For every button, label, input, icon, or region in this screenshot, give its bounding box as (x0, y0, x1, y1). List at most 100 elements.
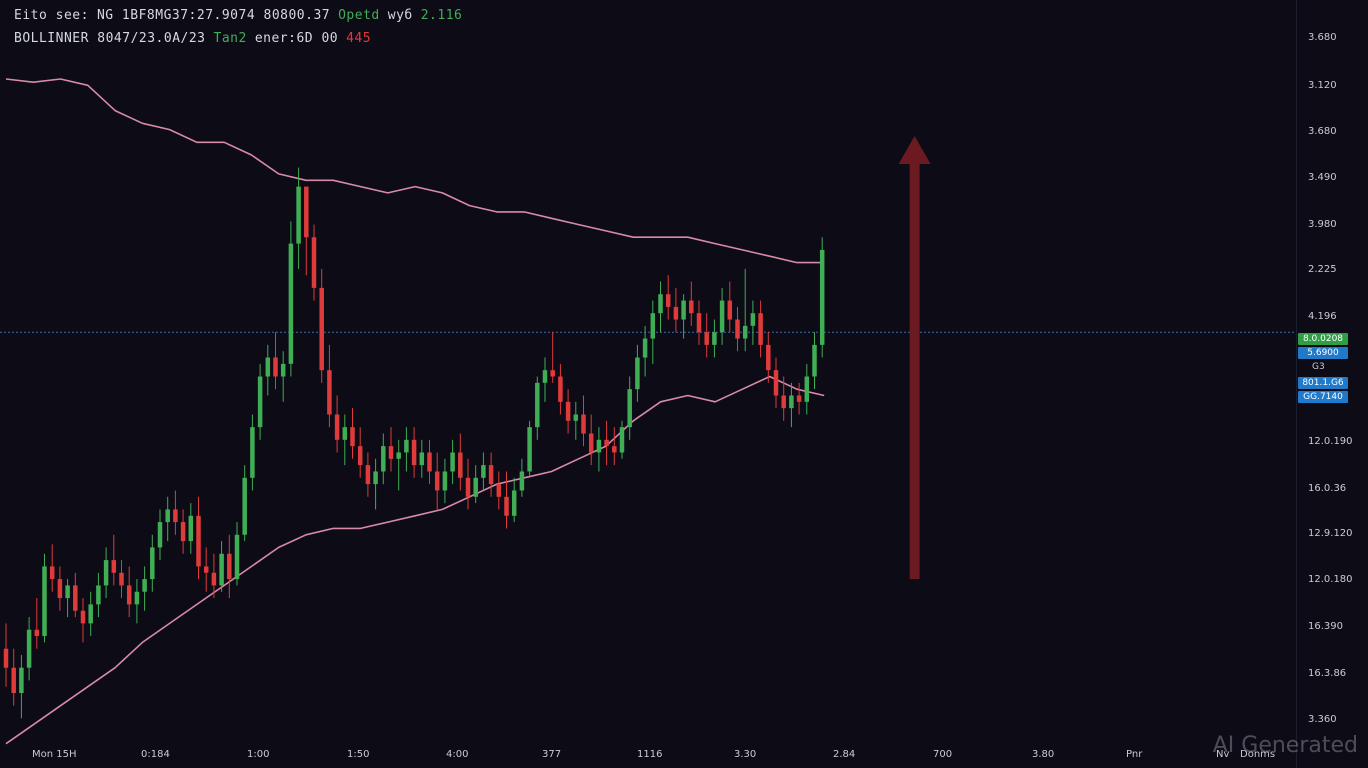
candle-down[interactable] (126, 585, 132, 605)
candle-up[interactable] (257, 376, 263, 428)
candle-down[interactable] (735, 319, 740, 339)
candle-up[interactable] (473, 477, 478, 497)
candle-up[interactable] (165, 509, 170, 523)
price-axis[interactable] (1296, 0, 1368, 768)
candle-down[interactable] (588, 433, 594, 453)
candle-down[interactable] (211, 572, 217, 586)
candle-up[interactable] (88, 604, 93, 624)
candle-down[interactable] (119, 572, 124, 586)
candle-down[interactable] (203, 566, 209, 573)
candle-down[interactable] (727, 300, 733, 320)
candle-down[interactable] (388, 446, 394, 459)
candle-up[interactable] (573, 414, 579, 421)
candle-up[interactable] (96, 585, 101, 605)
candle-up[interactable] (442, 471, 448, 491)
candle-up[interactable] (288, 243, 294, 364)
candle-up[interactable] (219, 553, 224, 586)
candle-up[interactable] (157, 522, 163, 548)
candle-down[interactable] (350, 427, 355, 447)
candle-up[interactable] (650, 313, 656, 339)
candle-down[interactable] (365, 465, 371, 485)
candle-up[interactable] (635, 357, 640, 390)
candle-up[interactable] (627, 389, 632, 428)
candle-up[interactable] (142, 579, 147, 592)
candle-up[interactable] (819, 249, 825, 345)
candle-up[interactable] (265, 357, 271, 377)
candle-up[interactable] (527, 427, 532, 472)
candle-down[interactable] (504, 496, 509, 516)
candle-up[interactable] (373, 471, 378, 485)
candle-down[interactable] (11, 667, 16, 694)
candle-up[interactable] (481, 465, 486, 478)
candle-up[interactable] (742, 325, 748, 339)
candle-down[interactable] (581, 414, 586, 434)
candle-down[interactable] (357, 446, 363, 466)
candle-down[interactable] (665, 294, 671, 307)
candle-up[interactable] (280, 363, 286, 377)
candle-up[interactable] (342, 427, 348, 440)
candle-down[interactable] (196, 515, 201, 567)
candle-up[interactable] (789, 395, 794, 409)
candle-down[interactable] (488, 465, 494, 485)
candle-down[interactable] (434, 471, 440, 491)
candle-down[interactable] (73, 585, 78, 611)
candle-up[interactable] (296, 186, 301, 244)
candle-up[interactable] (242, 477, 247, 535)
candle-up[interactable] (596, 439, 602, 453)
candle-down[interactable] (57, 579, 63, 599)
candle-down[interactable] (304, 186, 309, 238)
candle-up[interactable] (750, 313, 756, 326)
candle-down[interactable] (604, 439, 609, 447)
candle-up[interactable] (804, 376, 810, 402)
candle-up[interactable] (188, 515, 194, 542)
candle-down[interactable] (327, 370, 332, 415)
candle-down[interactable] (458, 452, 463, 478)
candle-up[interactable] (381, 446, 386, 472)
candle-down[interactable] (334, 414, 340, 440)
price-chart[interactable] (0, 0, 1296, 768)
candle-up[interactable] (419, 452, 425, 466)
candle-up[interactable] (642, 338, 648, 358)
candle-down[interactable] (173, 509, 178, 523)
candle-down[interactable] (550, 370, 555, 377)
candle-up[interactable] (619, 427, 625, 453)
candle-up[interactable] (712, 332, 717, 345)
candle-up[interactable] (658, 294, 663, 314)
candle-up[interactable] (681, 300, 686, 320)
candle-up[interactable] (404, 439, 409, 453)
candle-up[interactable] (511, 490, 517, 516)
candle-down[interactable] (227, 553, 232, 580)
candle-up[interactable] (719, 300, 725, 333)
candle-down[interactable] (704, 332, 709, 345)
candle-down[interactable] (758, 313, 763, 345)
candle-up[interactable] (65, 585, 70, 599)
candle-down[interactable] (612, 446, 617, 453)
candle-up[interactable] (450, 452, 455, 472)
candle-down[interactable] (273, 357, 278, 377)
candle-up[interactable] (519, 471, 525, 491)
candle-down[interactable] (696, 313, 702, 333)
candle-up[interactable] (250, 427, 255, 478)
candle-down[interactable] (781, 395, 786, 409)
candle-down[interactable] (111, 560, 117, 573)
candle-up[interactable] (542, 370, 548, 383)
candle-up[interactable] (234, 534, 240, 580)
candle-down[interactable] (80, 610, 86, 624)
candle-up[interactable] (26, 629, 32, 668)
candle-down[interactable] (689, 300, 694, 314)
candle-down[interactable] (558, 376, 563, 402)
candle-down[interactable] (796, 395, 802, 402)
candle-down[interactable] (411, 439, 417, 466)
candle-down[interactable] (180, 522, 186, 542)
candle-down[interactable] (427, 452, 432, 472)
candle-down[interactable] (319, 287, 324, 371)
candle-down[interactable] (673, 306, 679, 320)
candle-down[interactable] (3, 648, 9, 668)
candle-up[interactable] (812, 344, 817, 377)
candle-down[interactable] (766, 344, 771, 371)
candle-down[interactable] (34, 629, 40, 637)
candle-down[interactable] (773, 370, 779, 396)
candle-up[interactable] (535, 382, 540, 428)
candle-up[interactable] (19, 667, 24, 694)
candle-down[interactable] (496, 484, 502, 497)
